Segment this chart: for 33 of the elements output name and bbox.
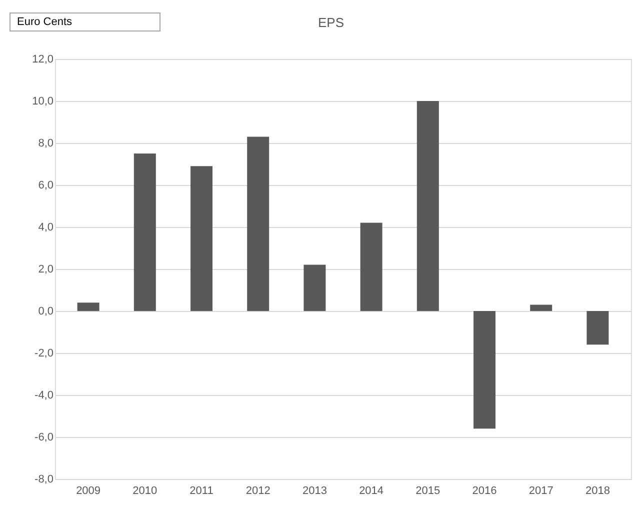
x-tick-label: 2013 (302, 485, 327, 497)
x-tick-label: 2014 (359, 485, 384, 497)
y-tick-label: 4,0 (38, 222, 54, 234)
bar (530, 304, 552, 311)
bar (360, 222, 382, 311)
bar (134, 154, 156, 311)
y-tick-label: -4,0 (34, 390, 54, 402)
x-tick-label: 2011 (190, 485, 214, 497)
bar (190, 166, 212, 311)
bar (304, 264, 326, 311)
chart-title: EPS (318, 15, 344, 30)
y-tick-label: -8,0 (34, 474, 54, 486)
bar (247, 136, 270, 311)
y-tick-label: 2,0 (38, 264, 54, 276)
x-tick-label: 2018 (585, 485, 610, 497)
y-tick-label: 6,0 (38, 180, 54, 192)
y-tick-label: 8,0 (38, 138, 54, 150)
x-tick-label: 2016 (472, 485, 497, 497)
x-tick-label: 2012 (246, 485, 270, 497)
x-tick-label: 2009 (76, 485, 101, 497)
y-tick-label: 10,0 (32, 96, 54, 108)
y-tick-label: 0,0 (38, 306, 54, 318)
x-tick-label: 2010 (132, 485, 158, 497)
bar (586, 311, 609, 345)
bar (416, 101, 439, 311)
text: Euro Cents (17, 16, 73, 28)
x-tick-label: 2017 (528, 485, 554, 497)
bar (77, 302, 100, 311)
y-tick-label: -6,0 (34, 432, 54, 444)
bar (474, 311, 496, 429)
x-tick-label: 2015 (416, 485, 440, 497)
y-tick-label: 12,0 (32, 54, 54, 66)
y-tick-label: -2,0 (34, 348, 54, 360)
